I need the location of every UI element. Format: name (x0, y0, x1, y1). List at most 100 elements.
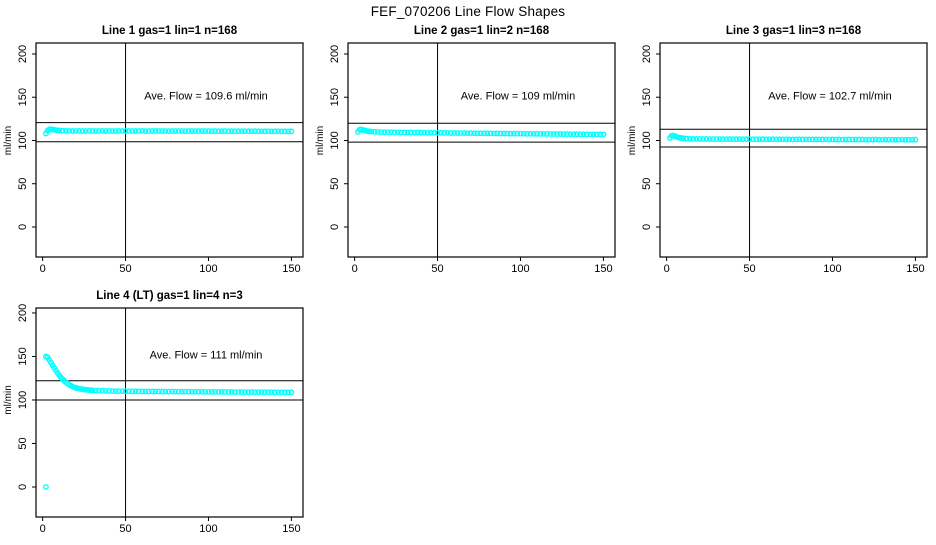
data-point (401, 129, 408, 136)
data-point (215, 388, 222, 395)
data-point (517, 130, 524, 137)
data-point (451, 130, 458, 136)
data-point (62, 127, 69, 134)
data-point (686, 135, 693, 142)
data-point (773, 136, 779, 143)
ave-flow-annotation: Ave. Flow = 109.6 ml/min (144, 91, 268, 103)
data-point (116, 388, 122, 395)
data-point (720, 136, 726, 143)
y-tick-label: 200 (17, 304, 29, 322)
y-axis-label: ml/min (3, 385, 14, 414)
data-point (457, 130, 464, 137)
data-point (222, 388, 228, 395)
data-point (202, 388, 209, 395)
y-tick-label: 50 (17, 178, 29, 190)
data-point (577, 131, 584, 138)
data-point (447, 130, 454, 136)
x-tick-label: 100 (511, 263, 529, 275)
data-point (192, 128, 199, 135)
data-point (491, 130, 497, 137)
subplot-title: Line 1 gas=1 lin=1 n=168 (102, 25, 238, 37)
data-point (182, 128, 189, 135)
data-point (803, 136, 809, 143)
data-point (119, 128, 126, 134)
data-point (182, 388, 189, 395)
data-point (169, 128, 175, 134)
data-point (265, 389, 272, 396)
data-point (869, 136, 876, 143)
data-point (285, 128, 291, 135)
data-point (905, 136, 912, 143)
y-tick-label: 150 (329, 88, 341, 106)
data-point (384, 129, 391, 136)
plot-frame (659, 42, 928, 258)
subplot-title: Line 4 (LT) gas=1 lin=4 n=3 (96, 290, 242, 302)
data-point (816, 136, 823, 143)
data-point (381, 129, 388, 136)
data-point (106, 388, 112, 394)
data-point (235, 389, 242, 395)
data-point (96, 128, 102, 134)
data-point (238, 128, 245, 135)
data-point (444, 129, 451, 136)
data-point (421, 129, 428, 136)
data-point (275, 389, 282, 396)
plot-frame (35, 42, 304, 258)
data-point (258, 389, 265, 396)
data-point (79, 128, 86, 134)
data-point (188, 128, 195, 134)
data-point (534, 130, 540, 137)
x-tick-label: 100 (199, 263, 217, 275)
ave-flow-annotation: Ave. Flow = 109 ml/min (461, 91, 575, 103)
data-point (56, 127, 63, 134)
y-axis-label: ml/min (627, 126, 638, 155)
data-points (43, 126, 295, 137)
data-point (856, 136, 862, 143)
data-point (208, 388, 215, 395)
data-point (281, 389, 288, 396)
data-point (112, 128, 119, 134)
data-point (862, 136, 869, 143)
data-point (208, 128, 215, 135)
data-point (680, 135, 687, 142)
data-point (43, 484, 49, 490)
data-point (172, 388, 179, 395)
data-point (829, 136, 836, 143)
data-point (849, 136, 856, 143)
data-point (125, 388, 132, 395)
y-tick-label: 150 (17, 88, 29, 106)
data-point (149, 388, 155, 395)
data-point (414, 129, 421, 136)
plot-frame (347, 42, 616, 258)
data-point (202, 128, 209, 135)
data-point (109, 128, 116, 134)
data-point (524, 130, 531, 137)
data-point (99, 387, 106, 394)
data-point (135, 388, 142, 395)
data-point (428, 129, 434, 136)
data-point (690, 135, 697, 142)
data-point (159, 388, 165, 395)
data-point (726, 136, 733, 143)
data-point (507, 130, 514, 137)
data-point (839, 136, 846, 143)
data-point (142, 128, 149, 135)
data-point (99, 127, 106, 134)
subplot-line-4: Line 4 (LT) gas=1 lin=4 n=3 0 50 100 150 0 50 1… (3, 290, 304, 535)
data-point (198, 388, 205, 395)
x-tick-label: 150 (282, 523, 300, 535)
data-point (374, 129, 381, 135)
data-point (159, 128, 165, 134)
data-point (544, 131, 550, 137)
data-point (288, 389, 295, 396)
data-point (706, 136, 713, 143)
data-point (195, 128, 202, 134)
data-point (812, 136, 819, 143)
data-point (172, 128, 179, 134)
x-tick-label: 0 (664, 263, 670, 275)
data-point (255, 128, 262, 135)
data-point (205, 128, 212, 134)
data-point (497, 130, 504, 137)
data-point (909, 136, 915, 143)
data-point (434, 129, 441, 136)
